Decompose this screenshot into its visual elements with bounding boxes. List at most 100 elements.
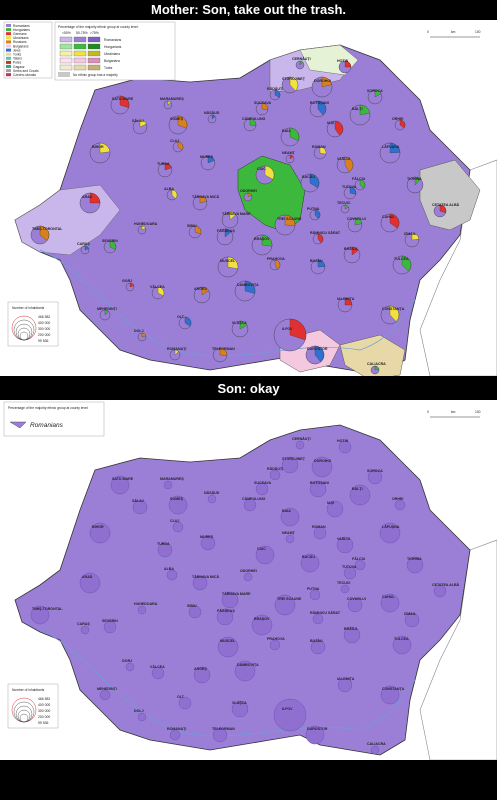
county-pie: [216, 228, 234, 246]
county-pie: [125, 282, 135, 292]
county-label: NĂSĂUD: [204, 490, 220, 495]
county-label: TUTOVA: [342, 185, 357, 189]
county-label: FĂLCIU: [352, 556, 366, 561]
range-label: 50-75%: [76, 31, 88, 35]
county-pie: [269, 89, 281, 101]
county-label: BĂLŢI: [352, 106, 363, 111]
county-label: ROMANAŢI: [167, 347, 186, 351]
county-label: HOTIN: [337, 59, 349, 63]
county-label: CALIACRA: [367, 742, 386, 746]
svg-text:200 000: 200 000: [38, 333, 50, 337]
county-circle: [349, 484, 371, 506]
county-label: TELEORMAN: [212, 727, 235, 731]
county-circle: [338, 440, 352, 454]
county-circle: [110, 475, 130, 495]
svg-text:400 000: 400 000: [38, 321, 50, 325]
county-pie: [151, 286, 165, 300]
county-circle: [433, 584, 447, 598]
county-pie: [354, 179, 366, 191]
group-label: Turks: [104, 66, 113, 70]
county-circle: [343, 626, 361, 644]
svg-text:466 582: 466 582: [38, 315, 50, 319]
county-label: LĂPUŞNA: [382, 524, 400, 529]
county-label: CONSTANŢA: [382, 687, 405, 691]
county-pie: [243, 118, 257, 132]
county-pie: [231, 320, 249, 338]
county-label: BIHOR: [92, 525, 104, 529]
county-pie: [337, 297, 353, 313]
county-circle: [255, 482, 269, 496]
county-label: FĂGĂRAŞ: [217, 228, 235, 233]
group-label: Bulgarians: [104, 59, 120, 63]
county-circle: [243, 498, 257, 512]
county-label: CAHUL: [382, 215, 395, 219]
top-map-panel: CERNĂUŢI HOTIN STOROJINEŢ DOROHOI RĂDĂUŢI SOR…: [0, 20, 497, 376]
county-circle: [178, 696, 192, 710]
top-ethnic-map: CERNĂUŢI HOTIN STOROJINEŢ DOROHOI RĂDĂUŢI SOR…: [0, 20, 497, 376]
top-legend: RomaniansHungariansGermansUkrainiansRuss…: [3, 21, 176, 81]
county-label: VLAŞCA: [232, 321, 247, 325]
county-label: TULCEA: [394, 257, 409, 261]
county-label: BUZĂU: [310, 258, 323, 263]
county-pie: [394, 119, 406, 131]
county-label: IZMAIL: [404, 232, 417, 236]
county-label: SĂLAJ: [132, 498, 144, 503]
county-label: CARAŞ: [77, 622, 90, 626]
county-circle: [137, 605, 147, 615]
county-label: ARGEŞ: [194, 667, 207, 671]
county-pie: [166, 189, 178, 201]
county-pie: [285, 154, 295, 164]
county-label: TURDA: [157, 542, 170, 546]
county-label: PRAHOVA: [267, 257, 285, 261]
county-label: ROMANAŢI: [167, 727, 186, 731]
county-pie: [212, 347, 228, 363]
county-circle: [234, 660, 256, 682]
county-pie: [404, 232, 420, 248]
county-pie: [309, 209, 321, 221]
county-label: MUSCEL: [220, 639, 236, 643]
ethnic-swatch: [6, 44, 11, 48]
county-label: TIGHINA: [407, 177, 422, 181]
county-label: DOROHOI: [314, 79, 331, 83]
county-pie: [340, 204, 350, 214]
county-label: OLT: [177, 315, 185, 319]
county-pie: [178, 316, 192, 330]
county-label: IALOMIŢA: [337, 297, 355, 301]
scale-unit: km: [451, 30, 456, 34]
county-circle: [243, 572, 253, 582]
county-label: TÂRNAVA MARE: [222, 591, 251, 596]
county-label: TECUCI: [337, 581, 350, 585]
county-label: TIMIŞ-TORONTAL: [32, 227, 63, 231]
county-label: IZMAIL: [404, 612, 417, 616]
county-circle: [313, 526, 327, 540]
ethnic-swatch: [6, 73, 11, 77]
county-circle: [172, 521, 184, 533]
county-label: DUROSTOR: [307, 347, 328, 351]
county-pie: [336, 156, 354, 174]
county-circle: [305, 725, 325, 745]
county-circle: [99, 689, 111, 701]
ethnic-label: Poles: [13, 61, 22, 65]
county-pie: [343, 246, 361, 264]
county-label: SEVERIN: [102, 239, 118, 243]
county-label: MARAMUREŞ: [160, 97, 184, 101]
group-label: Ukrainians: [104, 52, 120, 56]
county-circle: [336, 536, 354, 554]
county-circle: [137, 712, 147, 722]
county-label: NĂSĂUD: [204, 110, 220, 115]
county-label: BRĂILA: [344, 246, 358, 251]
county-label: ODORHEI: [240, 569, 257, 573]
county-pie: [169, 349, 181, 361]
county-pie: [305, 345, 325, 365]
county-circle: [255, 545, 275, 565]
county-label: OLT: [177, 695, 185, 699]
county-pie: [310, 259, 326, 275]
group-label: Hungarians: [104, 45, 122, 49]
county-label: CAHUL: [382, 595, 395, 599]
county-label: MEHEDINŢI: [97, 307, 117, 311]
ethnic-swatch: [6, 24, 11, 27]
county-label: BAIA: [282, 509, 291, 513]
county-label: ARGEŞ: [194, 287, 207, 291]
county-circle: [285, 534, 295, 544]
county-circle: [274, 594, 296, 616]
